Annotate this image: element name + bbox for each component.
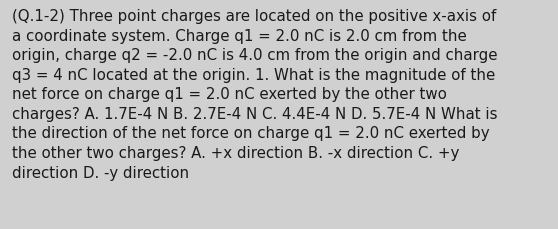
- Text: (Q.1-2) Three point charges are located on the positive x-axis of
a coordinate s: (Q.1-2) Three point charges are located …: [12, 9, 498, 180]
